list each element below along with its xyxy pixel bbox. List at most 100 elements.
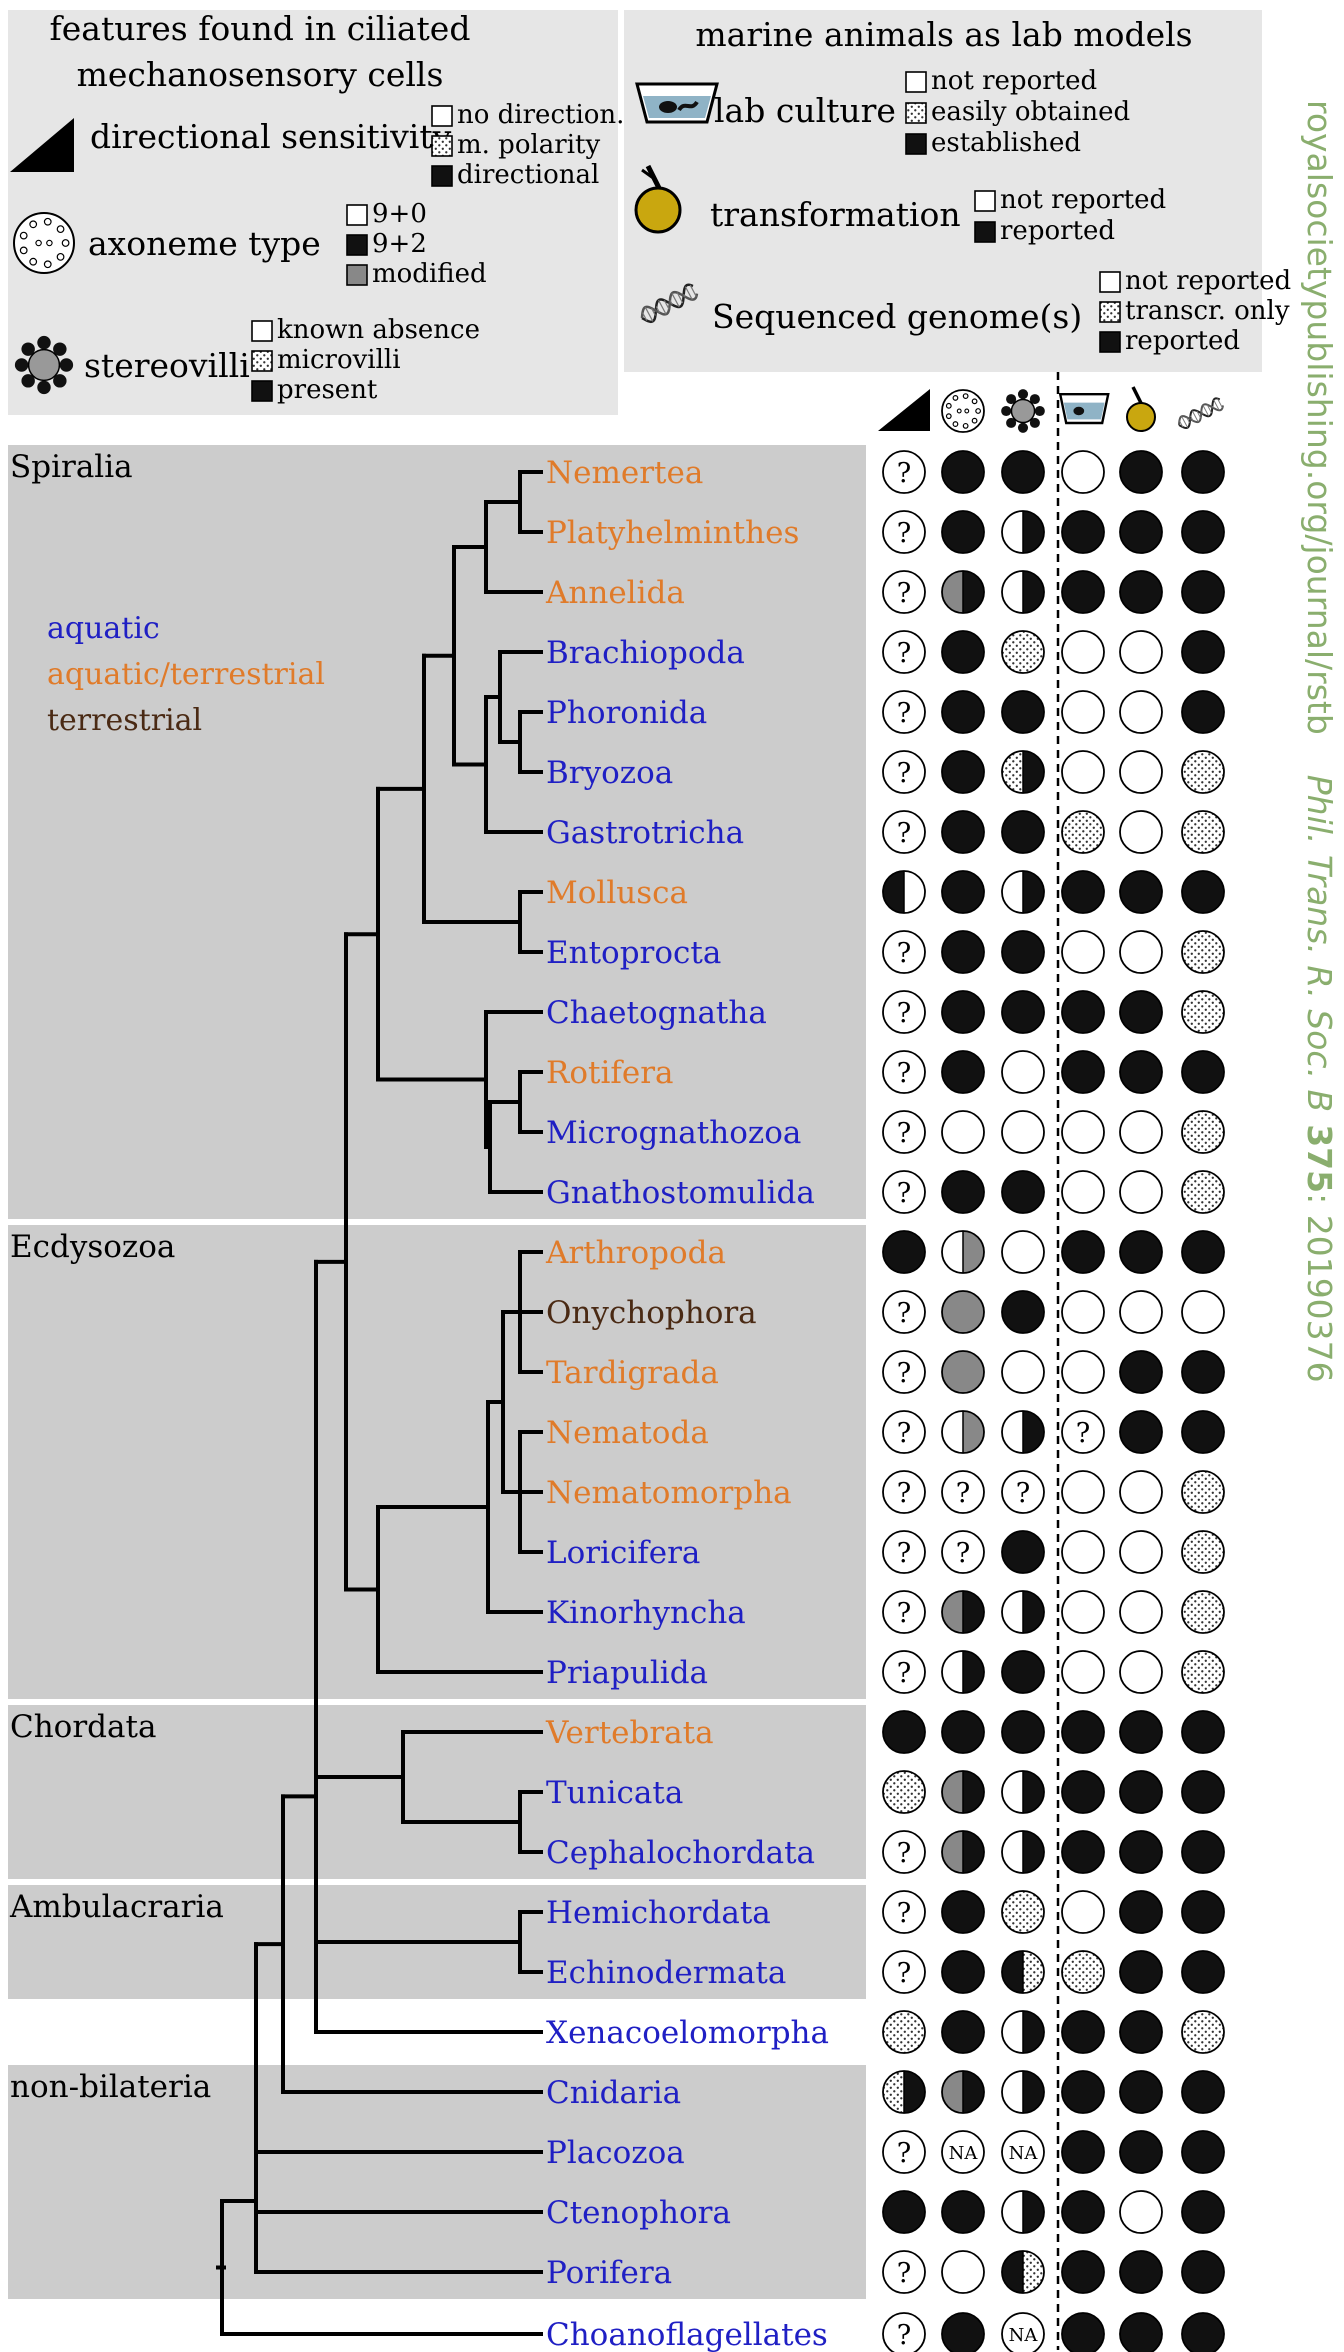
state-genome-ctenophora <box>1181 2190 1225 2234</box>
legend-swatch-black <box>974 221 996 243</box>
group-band-ecdysozoa <box>8 1225 866 1699</box>
state-transformation-gastrotricha <box>1119 810 1163 854</box>
state-transformation-micrognathozoa <box>1119 1110 1163 1154</box>
state-culture-brachiopoda <box>1061 630 1105 674</box>
state-axoneme-placozoa: NA <box>941 2130 985 2174</box>
state-culture-ctenophora <box>1061 2190 1105 2234</box>
svg-text:?: ? <box>897 458 911 489</box>
svg-text:NA: NA <box>1009 2325 1039 2346</box>
axoneme-type-label: axoneme type <box>88 224 321 263</box>
state-directional-chaetognatha: ? <box>882 990 926 1034</box>
svg-text:?: ? <box>897 1058 911 1089</box>
state-transformation-vertebrata <box>1119 1710 1163 1754</box>
state-directional-micrognathozoa: ? <box>882 1110 926 1154</box>
state-culture-mollusca <box>1061 870 1105 914</box>
legend-swatch-white <box>251 320 273 342</box>
state-transformation-cnidaria <box>1119 2070 1163 2114</box>
transformation-label: transformation <box>710 195 961 234</box>
directional-sensitivity-label: directional sensitivity <box>90 117 452 156</box>
state-axoneme-nematoda <box>941 1410 985 1454</box>
state-genome-cephalochordata <box>1181 1830 1225 1874</box>
legend-right-panel <box>624 10 1262 372</box>
state-axoneme-ctenophora <box>941 2190 985 2234</box>
state-stereovilli-nematomorpha: ? <box>1001 1470 1045 1514</box>
taxon-label-micrognathozoa: Micrognathozoa <box>546 1115 801 1151</box>
state-directional-gnathostomulida: ? <box>882 1170 926 1214</box>
svg-text:?: ? <box>897 818 911 849</box>
state-stereovilli-nematoda <box>1001 1410 1045 1454</box>
legend-item-label: established <box>931 128 1081 158</box>
state-stereovilli-choanoflagellates: NA <box>1001 2312 1045 2352</box>
legend-item-label: not reported <box>931 66 1097 96</box>
state-genome-entoprocta <box>1181 930 1225 974</box>
state-culture-nematoda: ? <box>1061 1410 1105 1454</box>
state-stereovilli-phoronida <box>1001 690 1045 734</box>
state-axoneme-porifera <box>941 2250 985 2294</box>
legend-swatch-black <box>251 380 273 402</box>
state-axoneme-annelida <box>941 570 985 614</box>
journal-side-text: royalsocietypublishing.org/journal/rstb P… <box>1300 100 1339 1383</box>
state-directional-onychophora: ? <box>882 1290 926 1334</box>
state-stereovilli-nemertea <box>1001 450 1045 494</box>
svg-text:?: ? <box>897 2258 911 2289</box>
state-culture-arthropoda <box>1061 1230 1105 1274</box>
state-genome-tunicata <box>1181 1770 1225 1814</box>
svg-text:?: ? <box>897 578 911 609</box>
state-genome-annelida <box>1181 570 1225 614</box>
svg-text:?: ? <box>1016 1478 1030 1509</box>
svg-text:?: ? <box>897 1838 911 1869</box>
state-axoneme-hemichordata <box>941 1890 985 1934</box>
taxon-label-priapulida: Priapulida <box>546 1655 708 1691</box>
axoneme-icon <box>13 212 75 274</box>
state-stereovilli-cnidaria <box>1001 2070 1045 2114</box>
state-genome-kinorhyncha <box>1181 1590 1225 1634</box>
svg-text:?: ? <box>897 2138 911 2169</box>
legend-swatch-stipple <box>431 135 453 157</box>
state-stereovilli-rotifera <box>1001 1050 1045 1094</box>
state-stereovilli-priapulida <box>1001 1650 1045 1694</box>
state-genome-mollusca <box>1181 870 1225 914</box>
dna-icon <box>1178 397 1224 430</box>
state-transformation-chaetognatha <box>1119 990 1163 1034</box>
state-genome-gnathostomulida <box>1181 1170 1225 1214</box>
svg-text:?: ? <box>897 1298 911 1329</box>
journal-volume: 375 <box>1300 1124 1339 1193</box>
legend-item-label: modified <box>372 259 487 289</box>
state-transformation-brachiopoda <box>1119 630 1163 674</box>
state-stereovilli-entoprocta <box>1001 930 1045 974</box>
taxon-label-tardigrada: Tardigrada <box>546 1355 719 1391</box>
state-transformation-gnathostomulida <box>1119 1170 1163 1214</box>
state-axoneme-tardigrada <box>941 1350 985 1394</box>
state-genome-tardigrada <box>1181 1350 1225 1394</box>
state-directional-loricifera: ? <box>882 1530 926 1574</box>
state-genome-brachiopoda <box>1181 630 1225 674</box>
sequenced-genome-label: Sequenced genome(s) <box>712 297 1082 336</box>
state-axoneme-kinorhyncha <box>941 1590 985 1634</box>
group-label-chordata: Chordata <box>10 1709 156 1745</box>
state-directional-choanoflagellates: ? <box>882 2312 926 2352</box>
dna-icon <box>640 283 699 324</box>
state-axoneme-echinodermata <box>941 1950 985 1994</box>
state-culture-chaetognatha <box>1061 990 1105 1034</box>
state-culture-cnidaria <box>1061 2070 1105 2114</box>
svg-text:?: ? <box>897 1898 911 1929</box>
state-transformation-tardigrada <box>1119 1350 1163 1394</box>
state-transformation-priapulida <box>1119 1650 1163 1694</box>
state-genome-hemichordata <box>1181 1890 1225 1934</box>
state-axoneme-entoprocta <box>941 930 985 974</box>
triangle-icon <box>878 389 930 431</box>
state-transformation-loricifera <box>1119 1530 1163 1574</box>
state-genome-micrognathozoa <box>1181 1110 1225 1154</box>
taxon-label-phoronida: Phoronida <box>546 695 707 731</box>
state-axoneme-gastrotricha <box>941 810 985 854</box>
taxon-label-echinodermata: Echinodermata <box>546 1955 786 1991</box>
habitat-terrestrial: terrestrial <box>47 703 202 738</box>
state-culture-hemichordata <box>1061 1890 1105 1934</box>
taxon-label-hemichordata: Hemichordata <box>546 1895 771 1931</box>
state-transformation-phoronida <box>1119 690 1163 734</box>
state-directional-tunicata <box>882 1770 926 1814</box>
state-stereovilli-gnathostomulida <box>1001 1170 1045 1214</box>
state-stereovilli-mollusca <box>1001 870 1045 914</box>
state-culture-gastrotricha <box>1061 810 1105 854</box>
